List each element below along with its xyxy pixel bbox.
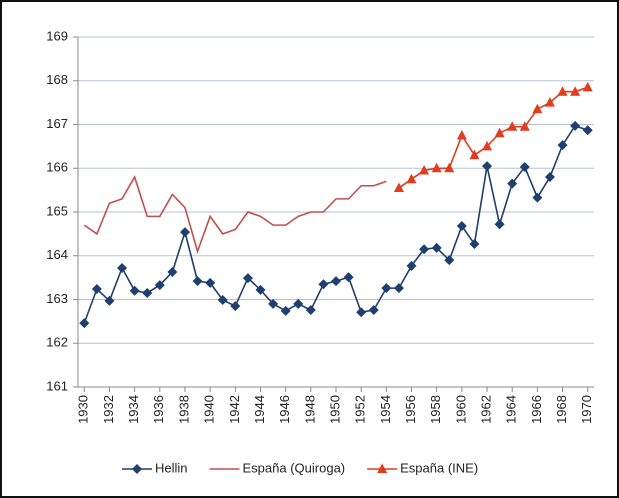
point	[331, 276, 341, 287]
point	[268, 298, 279, 309]
y-tick-label: 163	[46, 291, 68, 306]
point	[142, 287, 153, 298]
point	[444, 255, 455, 266]
point	[217, 294, 228, 305]
point	[230, 301, 241, 312]
point	[456, 129, 467, 140]
point	[469, 238, 480, 249]
point	[167, 266, 178, 277]
point	[91, 284, 102, 294]
x-tick-label: 1960	[453, 395, 468, 424]
series-line	[398, 86, 588, 189]
point	[242, 273, 253, 284]
point	[368, 305, 379, 315]
point	[419, 164, 430, 175]
y-tick-label: 169	[46, 28, 68, 43]
x-tick-label: 1964	[504, 395, 519, 424]
point	[356, 307, 367, 318]
point	[381, 283, 392, 294]
point	[406, 173, 417, 184]
point	[343, 272, 354, 283]
point	[444, 162, 455, 173]
point	[393, 283, 404, 294]
x-tick-label: 1936	[151, 395, 166, 424]
point	[570, 86, 581, 96]
point	[280, 305, 291, 316]
point	[544, 97, 555, 107]
point	[406, 260, 417, 271]
point	[117, 263, 128, 273]
point	[431, 162, 442, 173]
legend-label: Hellin	[155, 460, 188, 475]
point	[532, 192, 543, 203]
x-tick-label: 1932	[101, 395, 116, 424]
point	[431, 242, 442, 253]
x-tick-label: 1954	[378, 395, 393, 424]
x-tick-label: 1950	[327, 395, 342, 424]
y-tick-label: 162	[46, 335, 68, 350]
point	[582, 125, 593, 136]
legend-label: España (Quiroga)	[243, 460, 346, 475]
legend-label: España (INE)	[400, 460, 478, 475]
point	[293, 298, 304, 309]
x-tick-label: 1952	[353, 395, 368, 424]
y-tick-label: 166	[46, 160, 68, 175]
x-tick-label: 1966	[529, 395, 544, 424]
point	[532, 103, 543, 114]
point	[154, 280, 165, 291]
x-tick-label: 1934	[126, 395, 141, 424]
x-tick-label: 1944	[252, 395, 267, 424]
point	[494, 127, 505, 138]
point	[570, 120, 581, 131]
point	[482, 140, 493, 151]
x-tick-label: 1940	[202, 395, 217, 424]
x-tick-label: 1930	[76, 395, 91, 424]
x-tick-label: 1938	[176, 395, 191, 424]
x-tick-label: 1948	[302, 395, 317, 424]
point	[104, 295, 115, 306]
point	[482, 161, 493, 172]
point	[179, 227, 190, 238]
x-tick-label: 1968	[554, 395, 569, 424]
x-tick-label: 1970	[579, 395, 594, 424]
series-line	[83, 175, 387, 254]
point	[494, 219, 505, 230]
point	[544, 172, 555, 182]
point	[305, 305, 316, 315]
point	[255, 284, 266, 295]
point	[456, 221, 467, 231]
y-tick-label: 164	[46, 247, 68, 262]
x-tick-label: 1942	[227, 395, 242, 424]
x-tick-label: 1958	[428, 395, 443, 424]
point	[519, 161, 530, 172]
point	[419, 244, 430, 255]
point	[132, 464, 142, 474]
point	[557, 86, 568, 96]
point	[507, 178, 518, 189]
point	[393, 182, 404, 192]
point	[205, 277, 216, 288]
y-tick-label: 165	[46, 203, 68, 218]
y-tick-label: 168	[46, 72, 68, 87]
point	[377, 463, 388, 473]
x-tick-label: 1962	[478, 395, 493, 424]
point	[519, 121, 530, 131]
y-tick-label: 167	[46, 116, 68, 131]
point	[582, 81, 593, 92]
y-tick-label: 161	[46, 378, 68, 393]
point	[79, 318, 90, 329]
x-tick-label: 1956	[403, 395, 418, 424]
x-tick-label: 1946	[277, 395, 292, 424]
point	[469, 149, 480, 160]
point	[507, 121, 518, 131]
point	[129, 285, 140, 296]
point	[318, 279, 329, 290]
point	[557, 140, 568, 151]
point	[192, 276, 203, 287]
